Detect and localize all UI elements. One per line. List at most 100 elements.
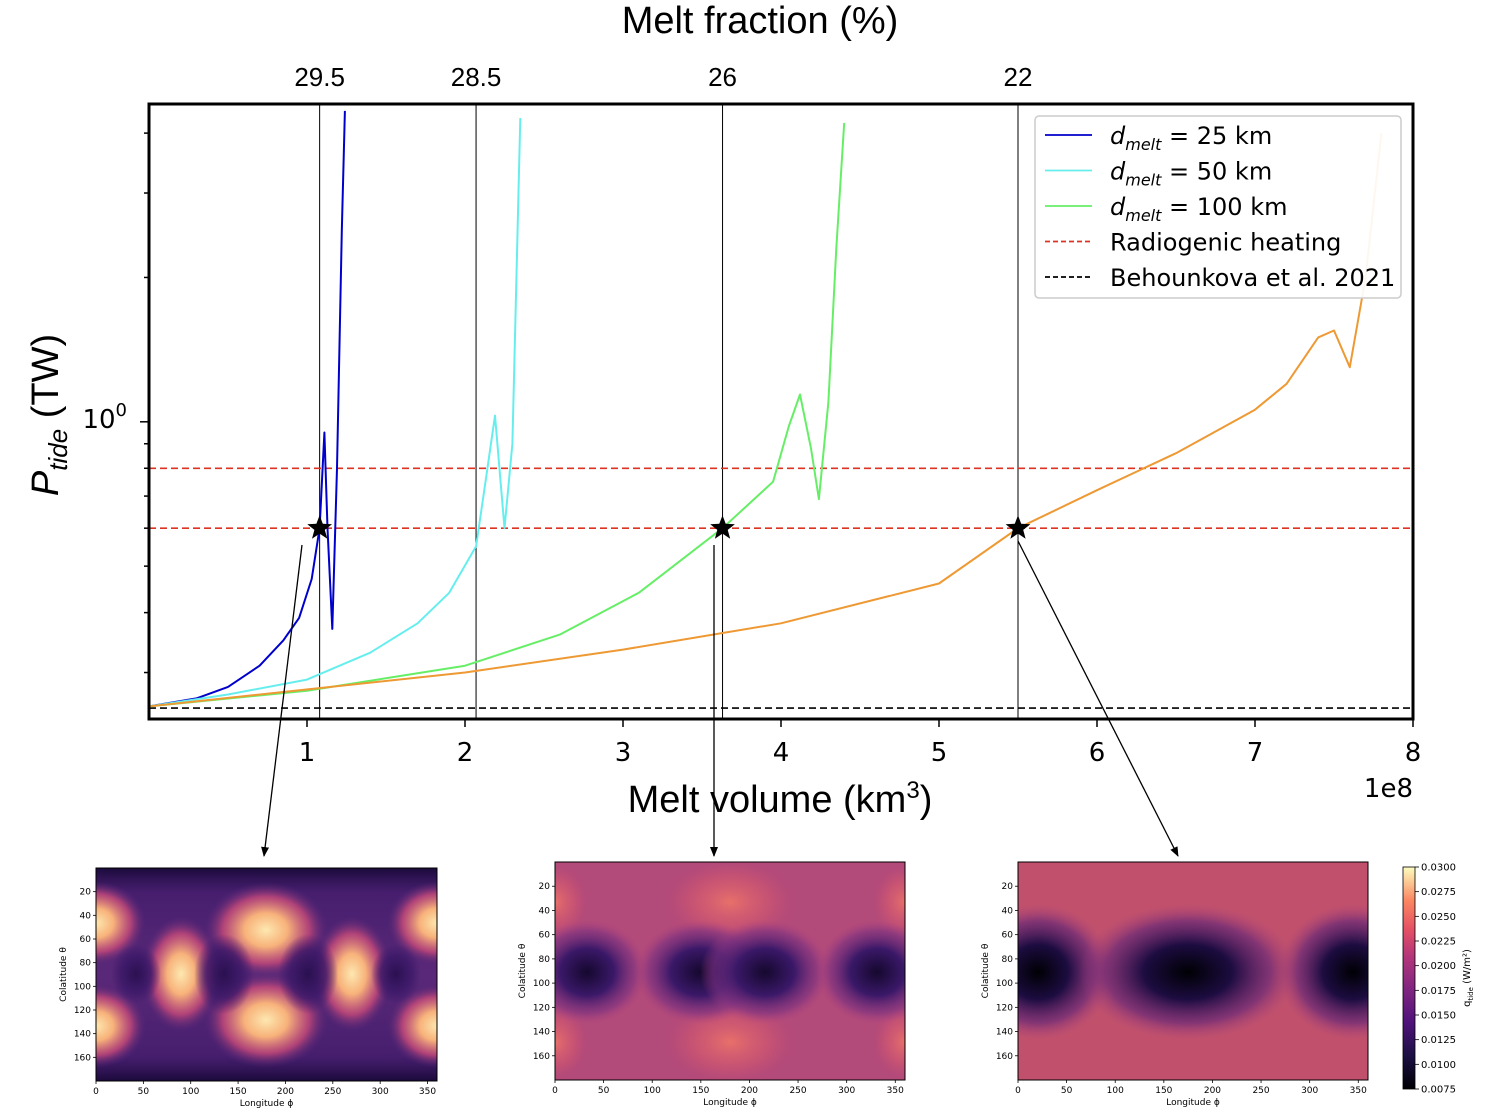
- marker-stars: [307, 515, 1031, 539]
- panel-3-frame: [1017, 861, 1369, 1081]
- legend-label-0: dmelt = 25 km: [1110, 122, 1272, 154]
- legend-label-2: dmelt = 100 km: [1110, 193, 1287, 225]
- series-line-3: [149, 132, 1383, 708]
- panel-1-y-tick-label-7: 160: [74, 1053, 91, 1063]
- star-marker-2: [1005, 515, 1031, 539]
- panel-1-y-tick-label-5: 120: [74, 1006, 91, 1016]
- legend-label-rest-2: = 100 km: [1161, 193, 1287, 221]
- panel-2-x-tick-label-7: 350: [887, 1086, 904, 1096]
- legend-label-main-0: d: [1110, 122, 1126, 150]
- legend-label-rest-0: = 25 km: [1161, 122, 1272, 150]
- series-line-2: [149, 122, 846, 708]
- panel-2-x-tick-label-5: 250: [789, 1086, 806, 1096]
- top-tick-label-0: 29.5: [294, 62, 345, 92]
- panel-2: 0 50 100 150 200 250 300 350 20 40 60 80 100 120 140 16…: [518, 861, 906, 1108]
- legend-label-main-1: d: [1110, 158, 1126, 186]
- legend-label-main-2: d: [1110, 193, 1126, 221]
- y-tick-base: 10: [82, 405, 115, 435]
- colorbar-label-sub: tide: [1467, 987, 1475, 1000]
- arrow-1: [261, 544, 303, 857]
- legend-label-3: Radiogenic heating: [1110, 229, 1341, 257]
- top-axis-title: Melt fraction (%): [622, 0, 899, 42]
- colorbar: 0.0300 0.0275 0.0250 0.0225 0.0200 0.0175 0.01…: [1402, 863, 1475, 1096]
- panel-1-y-tick-label-1: 40: [80, 911, 92, 921]
- x-tick-label-7: 8: [1405, 738, 1422, 768]
- panel-3-x-tick-label-5: 250: [1252, 1086, 1269, 1096]
- x-axis-label: Melt volume (km3): [628, 777, 933, 821]
- panel-2-y-tick-label-7: 160: [533, 1052, 550, 1062]
- x-tick-label-4: 5: [931, 738, 948, 768]
- x-offset-text: 1e8: [1364, 774, 1413, 804]
- panel-3-x-tick-label-7: 350: [1350, 1086, 1367, 1096]
- panel-1-y-tick-label-0: 20: [80, 888, 92, 898]
- y-axis-label-main: P: [25, 470, 67, 496]
- panel-2-x-tick-label-2: 100: [644, 1086, 661, 1096]
- panel-3-y-tick-label-0: 20: [1002, 882, 1014, 892]
- reference-lines: [149, 467, 1413, 709]
- x-tick-label-1: 2: [457, 738, 474, 768]
- colorbar-tick-label-6: 0.0150: [1421, 1011, 1456, 1022]
- colorbar-tick-label-3: 0.0225: [1421, 937, 1456, 948]
- legend-label-rest-3: Radiogenic heating: [1110, 229, 1341, 257]
- colorbar-label-unit: (W/m²): [1462, 949, 1473, 987]
- legend-label-rest-1: = 50 km: [1161, 158, 1272, 186]
- y-tick-exp: 0: [116, 400, 127, 421]
- y-axis-label: Ptide (TW): [25, 334, 73, 496]
- panel-2-x-label: Longitude ϕ: [703, 1098, 757, 1108]
- panel-2-y-label: Colatitude θ: [518, 943, 528, 998]
- panel-2-x-tick-label-3: 150: [692, 1086, 709, 1096]
- panel-3-x-tick-label-2: 100: [1107, 1086, 1124, 1096]
- legend-box: [1034, 115, 1402, 299]
- x-axis-label-close: ): [920, 779, 933, 821]
- panel-3-x-tick-label-0: 0: [1015, 1086, 1021, 1096]
- legend-label-sub-1: melt: [1125, 171, 1162, 190]
- panel-2-y-tick-label-3: 80: [539, 955, 551, 965]
- panel-2-x-tick-label-4: 200: [741, 1086, 758, 1096]
- panel-3-x-tick-label-4: 200: [1204, 1086, 1221, 1096]
- x-tick-label-0: 1: [299, 738, 316, 768]
- melt-fraction-lines: [319, 104, 1019, 719]
- legend-label-1: dmelt = 50 km: [1110, 158, 1272, 190]
- panel-3-y-tick-label-6: 140: [996, 1028, 1013, 1038]
- x-axis-label-text: Melt volume (km: [628, 779, 907, 821]
- colorbar-tick-label-7: 0.0125: [1421, 1035, 1456, 1046]
- panel-3-x-label: Longitude ϕ: [1166, 1098, 1220, 1108]
- panel-1: 0 50 100 150 200 250 300 350 20 40 60 80 100 120 140 16…: [59, 867, 438, 1109]
- legend-label-rest-4: Behounkova et al. 2021: [1110, 264, 1395, 292]
- x-tick-label-2: 3: [615, 738, 632, 768]
- panel-2-y-tick-label-6: 140: [533, 1028, 550, 1038]
- panel-3-y-tick-label-7: 160: [996, 1052, 1013, 1062]
- y-axis-label-sub: tide: [43, 429, 73, 471]
- panel-1-x-tick-label-1: 50: [138, 1087, 150, 1097]
- arrow-3: [1017, 540, 1179, 857]
- legend-label-sub-2: melt: [1125, 206, 1162, 225]
- panel-2-x-tick-label-0: 0: [552, 1086, 558, 1096]
- panel-1-x-tick-label-0: 0: [93, 1087, 99, 1097]
- panel-2-y-tick-label-0: 20: [539, 882, 551, 892]
- x-tick-label-6: 7: [1247, 738, 1264, 768]
- series-line-0: [149, 110, 346, 708]
- panel-1-x-tick-label-5: 250: [324, 1087, 341, 1097]
- x-axis-label-sup: 3: [906, 777, 919, 804]
- panel-3-x-tick-label-3: 150: [1155, 1086, 1172, 1096]
- top-axis-ticks: 29.5 28.5 26 22: [294, 62, 1032, 92]
- panel-1-heatmap: [96, 868, 437, 1081]
- panel-3-heatmap: [1018, 862, 1368, 1080]
- series-group: [149, 110, 1383, 708]
- panel-1-y-tick-label-3: 80: [80, 959, 92, 969]
- colorbar-tick-label-9: 0.0075: [1421, 1085, 1456, 1096]
- y-tick-label: 100: [82, 400, 127, 435]
- x-tick-label-3: 4: [773, 738, 790, 768]
- colorbar-label-main: q: [1462, 1001, 1473, 1007]
- panel-2-y-tick-label-4: 100: [533, 979, 550, 989]
- panel-3-y-tick-label-4: 100: [996, 979, 1013, 989]
- panel-2-frame: [554, 861, 906, 1081]
- panel-2-x-tick-label-6: 300: [838, 1086, 855, 1096]
- panel-3-y-tick-label-5: 120: [996, 1003, 1013, 1013]
- colorbar-tick-label-8: 0.0100: [1421, 1060, 1456, 1071]
- top-tick-label-3: 22: [1004, 62, 1033, 92]
- y-axis-label-unit: (TW): [25, 334, 67, 429]
- top-tick-label-2: 26: [708, 62, 737, 92]
